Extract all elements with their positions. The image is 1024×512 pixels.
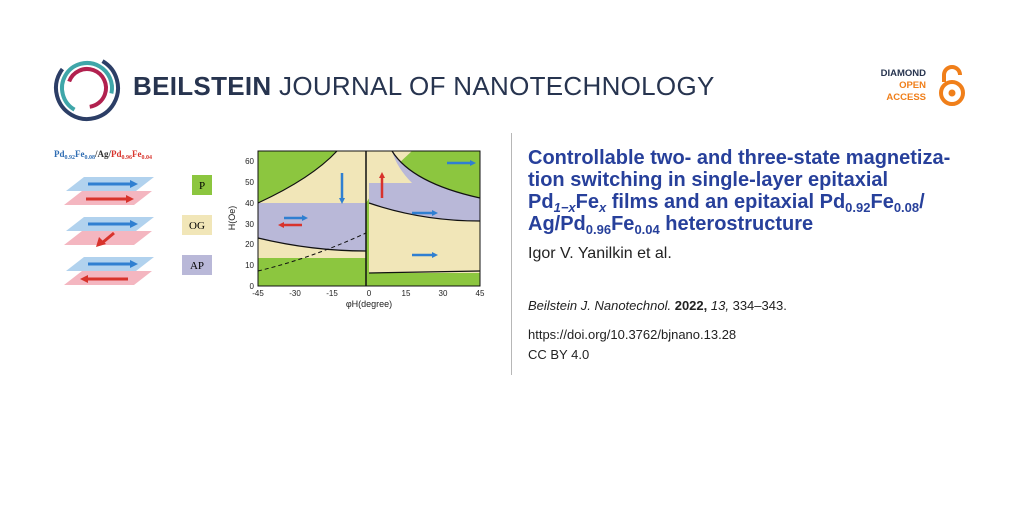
y-tick: 0 bbox=[250, 282, 255, 291]
x-ticks: -45 -30 -15 0 15 30 45 bbox=[252, 289, 485, 298]
x-tick: 0 bbox=[367, 289, 372, 298]
badge-line2: OPEN bbox=[899, 80, 926, 91]
journal-logo-icon bbox=[54, 55, 120, 121]
y-tick: 10 bbox=[245, 261, 254, 270]
brand-light: JOURNAL OF NANOTECHNOLOGY bbox=[279, 71, 715, 101]
x-tick: 45 bbox=[476, 289, 485, 298]
doi-link[interactable]: https://doi.org/10.3762/bjnano.13.28 bbox=[528, 327, 737, 342]
article-title[interactable]: Controllable two- and three-state magnet… bbox=[528, 147, 951, 237]
phase-diagram bbox=[257, 150, 481, 287]
x-tick: 15 bbox=[402, 289, 411, 298]
state-og-diagram bbox=[64, 217, 154, 247]
y-tick: 60 bbox=[245, 157, 254, 166]
x-tick: -30 bbox=[289, 289, 301, 298]
y-tick: 20 bbox=[245, 240, 254, 249]
x-tick: -45 bbox=[252, 289, 264, 298]
y-tick: 30 bbox=[245, 220, 254, 229]
x-tick: 30 bbox=[439, 289, 448, 298]
phase-og-upper-right bbox=[369, 151, 412, 183]
y-tick: 50 bbox=[245, 178, 254, 187]
state-p-label: P bbox=[199, 180, 205, 192]
x-tick: -15 bbox=[326, 289, 338, 298]
state-p-swatch bbox=[192, 175, 212, 195]
state-og-label: OG bbox=[189, 220, 205, 232]
vertical-divider bbox=[511, 133, 512, 375]
badge-line1: DIAMOND bbox=[880, 68, 926, 79]
state-ap-diagram bbox=[64, 257, 154, 285]
open-access-badge: DIAMOND OPEN ACCESS bbox=[868, 65, 968, 112]
open-lock-icon bbox=[939, 65, 965, 106]
state-p-diagram bbox=[64, 177, 154, 205]
citation-volume: 13, bbox=[710, 298, 729, 313]
y-ticks: 0 10 20 30 40 50 60 bbox=[245, 157, 254, 291]
citation-year: 2022, bbox=[674, 298, 708, 313]
state-ap-swatch bbox=[182, 255, 212, 275]
citation: Beilstein J. Nanotechnol. 2022, 13, 334–… bbox=[528, 298, 787, 313]
journal-abbrev: Beilstein J. Nanotechnol. bbox=[528, 298, 672, 313]
phase-ap-left bbox=[258, 203, 366, 251]
citation-pages: 334–343. bbox=[732, 298, 787, 313]
x-axis-label: φH(degree) bbox=[346, 299, 392, 309]
journal-name: BEILSTEIN JOURNAL OF NANOTECHNOLOGY bbox=[133, 71, 715, 102]
badge-line3: ACCESS bbox=[886, 92, 926, 103]
article-authors: Igor V. Yanilkin et al. bbox=[528, 245, 672, 262]
brand-bold: BEILSTEIN bbox=[133, 71, 272, 101]
figure-legend-title: Pd0.92Fe0.08/Ag/Pd0.96Fe0.04 bbox=[54, 149, 152, 161]
state-og-swatch bbox=[182, 215, 212, 235]
graphical-abstract: Pd0.92Fe0.08/Ag/Pd0.96Fe0.04 P OG AP bbox=[54, 149, 485, 309]
state-ap-label: AP bbox=[190, 260, 204, 272]
license-text[interactable]: CC BY 4.0 bbox=[528, 347, 590, 362]
y-axis-label: H(Oe) bbox=[227, 206, 237, 231]
y-tick: 40 bbox=[245, 199, 254, 208]
